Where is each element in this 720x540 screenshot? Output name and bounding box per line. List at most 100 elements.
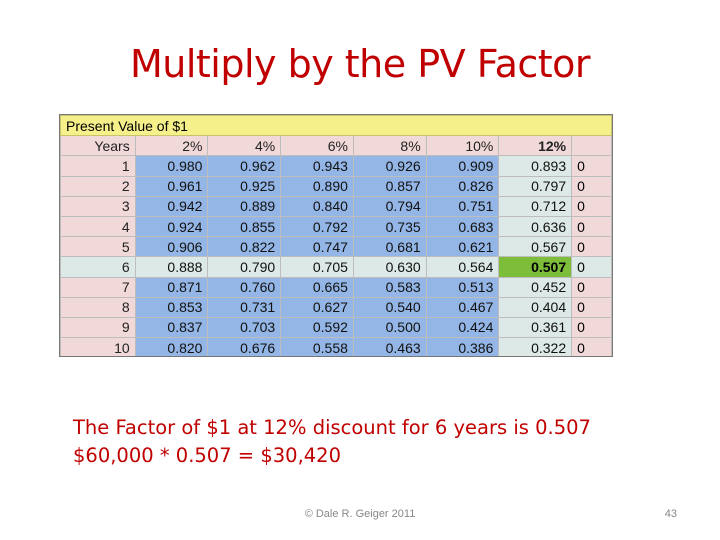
- factor-cell: 0.792: [280, 215, 354, 238]
- year-cell: 9: [60, 316, 136, 339]
- table-row: 4 0.924 0.855 0.792 0.735 0.683 0.636 0: [60, 215, 612, 238]
- year-cell: 8: [60, 296, 136, 318]
- truncated-factor-cell: 0: [571, 215, 612, 238]
- factor-cell: 0.924: [134, 215, 209, 238]
- table-row: 7 0.871 0.760 0.665 0.583 0.513 0.452 0: [60, 276, 612, 298]
- factor-cell: 0.558: [280, 337, 354, 356]
- table-row: 2 0.961 0.925 0.890 0.857 0.826 0.797 0: [60, 175, 612, 197]
- truncated-factor-cell: 0: [571, 256, 612, 278]
- factor-cell: 0.452: [498, 276, 573, 298]
- factor-cell: 0.857: [352, 175, 427, 197]
- truncated-factor-cell: 0: [571, 155, 612, 177]
- column-header: 8%: [352, 135, 427, 157]
- factor-cell: 0.463: [352, 337, 427, 356]
- truncated-factor-cell: 0: [571, 175, 612, 197]
- column-header: Years: [60, 135, 136, 157]
- factor-cell: 0.467: [425, 296, 500, 318]
- slide-title: Multiply by the PV Factor: [129, 42, 591, 86]
- factor-cell: 0.665: [280, 276, 354, 298]
- factor-cell: 0.703: [207, 316, 282, 339]
- truncated-column-header: [571, 135, 612, 157]
- factor-cell: 0.826: [425, 175, 500, 197]
- factor-cell: 0.583: [352, 276, 427, 298]
- factor-cell: 0.942: [134, 195, 209, 217]
- factor-cell: 0.592: [280, 316, 354, 339]
- factor-cell: 0.386: [425, 337, 500, 356]
- truncated-factor-cell: 0: [571, 296, 612, 318]
- factor-cell: 0.621: [425, 236, 500, 258]
- factor-cell: 0.630: [352, 256, 427, 278]
- year-cell: 4: [60, 215, 136, 238]
- factor-cell: 0.890: [280, 175, 354, 197]
- factor-cell: 0.735: [352, 215, 427, 238]
- factor-cell: 0.540: [352, 296, 427, 318]
- year-cell: 1: [60, 155, 136, 177]
- factor-cell: 0.712: [498, 195, 573, 217]
- factor-cell: 0.790: [207, 256, 282, 278]
- table-row: 3 0.942 0.889 0.840 0.794 0.751 0.712 0: [60, 195, 612, 217]
- factor-cell: 0.404: [498, 296, 573, 318]
- column-header: 6%: [280, 135, 354, 157]
- factor-cell: 0.500: [352, 316, 427, 339]
- factor-cell: 0.747: [280, 236, 354, 258]
- table-caption-row: Present Value of $1: [60, 115, 612, 137]
- factor-cell: 0.980: [134, 155, 209, 177]
- factor-cell: 0.888: [134, 256, 209, 278]
- page-number: 43: [664, 508, 677, 520]
- year-cell: 2: [60, 175, 136, 197]
- year-cell: 6: [60, 256, 136, 278]
- factor-cell: 0.909: [425, 155, 500, 177]
- factor-cell: 0.513: [425, 276, 500, 298]
- factor-cell: 0.322: [498, 337, 573, 356]
- column-header: 12%: [498, 135, 573, 157]
- factor-cell: 0.943: [280, 155, 354, 177]
- factor-cell: 0.760: [207, 276, 282, 298]
- statement-line-2: $60,000 * 0.507 = $30,420: [73, 444, 341, 467]
- table-caption: Present Value of $1: [60, 115, 612, 137]
- answer-factor-cell: 0.507: [498, 256, 573, 278]
- truncated-factor-cell: 0: [571, 316, 612, 339]
- factor-cell: 0.797: [498, 175, 573, 197]
- factor-cell: 0.683: [425, 215, 500, 238]
- table-row: 5 0.906 0.822 0.747 0.681 0.621 0.567 0: [60, 236, 612, 258]
- year-cell: 5: [60, 236, 136, 258]
- table-row: 8 0.853 0.731 0.627 0.540 0.467 0.404 0: [60, 296, 612, 318]
- factor-cell: 0.751: [425, 195, 500, 217]
- truncated-factor-cell: 0: [571, 236, 612, 258]
- table-header-row: Years 2% 4% 6% 8% 10% 12%: [60, 135, 612, 157]
- factor-cell: 0.794: [352, 195, 427, 217]
- column-header: 10%: [425, 135, 500, 157]
- factor-cell: 0.871: [134, 276, 209, 298]
- factor-cell: 0.837: [134, 316, 209, 339]
- footer-copyright: © Dale R. Geiger 2011: [304, 508, 416, 520]
- table-row: 9 0.837 0.703 0.592 0.500 0.424 0.361 0: [60, 316, 612, 339]
- factor-cell: 0.889: [207, 195, 282, 217]
- table-row: 1 0.980 0.962 0.943 0.926 0.909 0.893 0: [60, 155, 612, 177]
- factor-cell: 0.906: [134, 236, 209, 258]
- column-header: 2%: [134, 135, 209, 157]
- factor-cell: 0.962: [207, 155, 282, 177]
- year-cell: 3: [60, 195, 136, 217]
- explanation-text: The Factor of $1 at 12% discount for 6 y…: [73, 414, 591, 470]
- factor-cell: 0.853: [134, 296, 209, 318]
- table-row: 6 0.888 0.790 0.705 0.630 0.564 0.507 0: [60, 256, 612, 278]
- factor-cell: 0.893: [498, 155, 573, 177]
- truncated-factor-cell: 0: [571, 195, 612, 217]
- factor-cell: 0.926: [352, 155, 427, 177]
- factor-cell: 0.361: [498, 316, 573, 339]
- factor-cell: 0.731: [207, 296, 282, 318]
- factor-cell: 0.676: [207, 337, 282, 356]
- pv-table-grid: Present Value of $1 Years 2% 4% 6% 8% 10% 12% …: [60, 115, 612, 356]
- factor-cell: 0.925: [207, 175, 282, 197]
- year-cell: 7: [60, 276, 136, 298]
- factor-cell: 0.822: [207, 236, 282, 258]
- factor-cell: 0.820: [134, 337, 209, 356]
- factor-cell: 0.840: [280, 195, 354, 217]
- factor-cell: 0.567: [498, 236, 573, 258]
- factor-cell: 0.855: [207, 215, 282, 238]
- factor-cell: 0.424: [425, 316, 500, 339]
- table-row: 10 0.820 0.676 0.558 0.463 0.386 0.322 0: [60, 337, 612, 356]
- factor-cell: 0.564: [425, 256, 500, 278]
- factor-cell: 0.681: [352, 236, 427, 258]
- pv-factor-table: Present Value of $1 Years 2% 4% 6% 8% 10% 12% …: [59, 114, 613, 357]
